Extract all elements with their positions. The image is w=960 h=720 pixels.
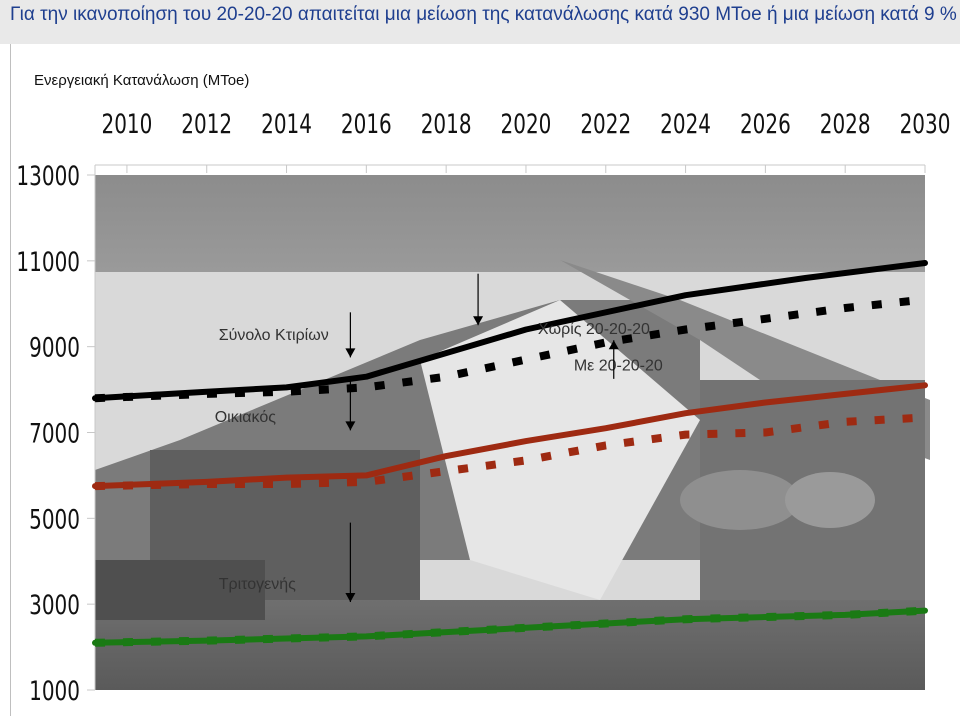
- series-line-tertiary-solid: [92, 607, 928, 646]
- y-tick-label: 5000: [29, 503, 80, 535]
- photo-sky: [95, 175, 925, 272]
- y-tick-label: 1000: [29, 675, 80, 707]
- annotation-arrow-head: [608, 340, 619, 350]
- annotations: Χωρίς 20-20-20 Με 20-20-20 Σύνολο Κτιρίων Ο…: [215, 273, 663, 603]
- photo-tree: [680, 470, 800, 530]
- x-tick-label: 2030: [900, 108, 951, 140]
- x-tick-label: 2022: [580, 108, 631, 140]
- annotation-label: Οικιακός: [215, 409, 277, 426]
- annotation-arrow-head: [345, 593, 356, 603]
- photo-hedge: [95, 560, 265, 620]
- house-photo-background: [95, 175, 930, 690]
- slide-title: Για την ικανοποίηση του 20-20-20 απαιτεί…: [10, 4, 957, 25]
- annotation-arrow-head: [345, 348, 356, 358]
- annotation-label: Τριτογενής: [219, 576, 296, 593]
- series-lines: [92, 260, 928, 647]
- x-tick-label: 2012: [181, 108, 232, 140]
- x-tick-label: 2010: [101, 108, 152, 140]
- annotation-label: Σύνολο Κτιρίων: [219, 327, 329, 344]
- annotation-arrow-head: [473, 316, 484, 326]
- x-tick-label: 2024: [660, 108, 711, 140]
- y-tick-label: 9000: [29, 332, 80, 364]
- series-line-residential-dashed: [94, 413, 926, 491]
- series-line-total-solid: [92, 260, 928, 402]
- series-line-residential-solid: [92, 382, 928, 490]
- photo-tree-2: [785, 472, 875, 528]
- annotation-label: Χωρίς 20-20-20: [538, 321, 650, 338]
- y-tick-label: 13000: [16, 160, 80, 192]
- x-tick-label: 2028: [820, 108, 871, 140]
- title-bar: Για την ικανοποίηση του 20-20-20 απαιτεί…: [0, 0, 960, 44]
- annotation-arrow-head: [345, 421, 356, 431]
- annotation-label: Με 20-20-20: [574, 357, 663, 374]
- x-tick-label: 2014: [261, 108, 312, 140]
- x-tick-label: 2018: [421, 108, 472, 140]
- photo-gable: [420, 300, 700, 600]
- axes: 2010 2012 2014 2016 2018 2020 2022 2024 2026 2028…: [16, 108, 950, 707]
- y-tick-label: 7000: [29, 417, 80, 449]
- y-axis-label: Ενεργειακή Κατανάλωση (MToe): [34, 72, 250, 89]
- series-line-total-dashed: [94, 295, 926, 403]
- y-tick-label: 11000: [16, 246, 80, 278]
- x-tick-label: 2026: [740, 108, 791, 140]
- x-tick-label: 2020: [501, 108, 552, 140]
- x-tick-label: 2016: [341, 108, 392, 140]
- y-tick-label: 3000: [29, 589, 80, 621]
